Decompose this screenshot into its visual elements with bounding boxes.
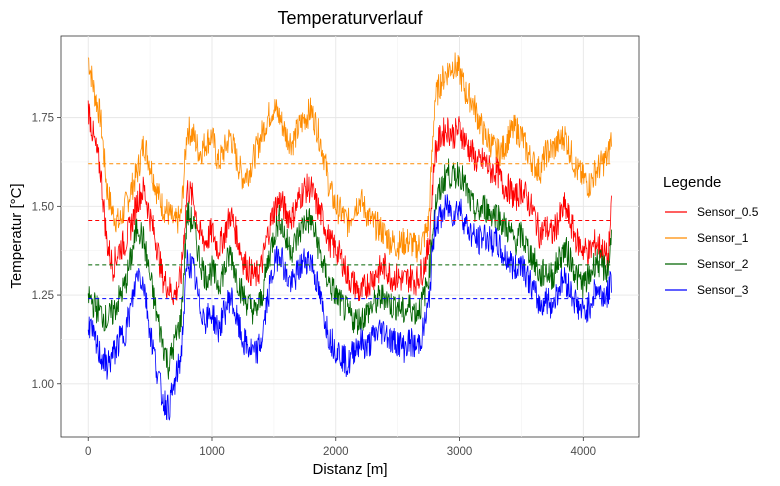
legend: Sensor_0.5 Sensor_1 Sensor_2 Sensor_3 — [665, 205, 759, 297]
x-tick-label: 1000 — [199, 446, 225, 458]
x-tick-label: 4000 — [571, 446, 597, 458]
legend-title: Legende — [663, 174, 721, 191]
x-tick-label: 0 — [85, 446, 91, 458]
x-tick-label: 2000 — [323, 446, 349, 458]
y-axis-ticks: 1.00 1.25 1.50 1.75 — [32, 113, 61, 391]
y-axis-title: Temperatur [°C] — [8, 183, 25, 288]
series-line — [87, 158, 612, 380]
legend-label: Sensor_1 — [697, 231, 749, 245]
legend-label: Sensor_0.5 — [697, 205, 759, 219]
grid-minor — [61, 36, 639, 437]
y-tick-label: 1.50 — [32, 201, 54, 213]
series-group — [87, 52, 612, 421]
series-line — [87, 100, 612, 306]
mean-lines-group — [88, 163, 612, 300]
legend-label: Sensor_2 — [697, 257, 749, 271]
chart-title: Temperaturverlauf — [277, 8, 423, 28]
x-axis-title: Distanz [m] — [312, 461, 387, 478]
y-tick-label: 1.75 — [32, 113, 54, 125]
legend-label: Sensor_3 — [697, 283, 749, 297]
y-tick-label: 1.25 — [32, 290, 54, 302]
y-tick-label: 1.00 — [32, 379, 54, 391]
x-axis-ticks: 0 1000 2000 3000 4000 — [85, 437, 596, 458]
x-tick-label: 3000 — [447, 446, 473, 458]
series-line — [87, 194, 612, 421]
